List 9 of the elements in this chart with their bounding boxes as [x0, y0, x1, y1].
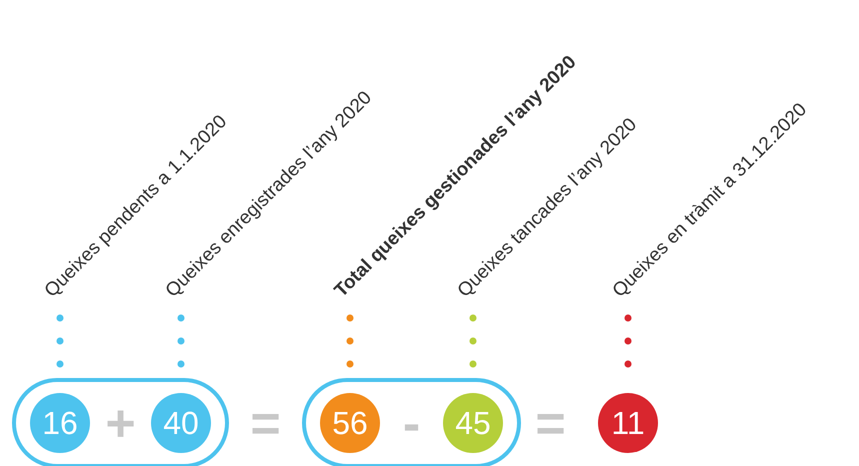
data-label: 45 [455, 405, 491, 442]
text: = [250, 395, 281, 454]
data-label: 56 [332, 405, 368, 442]
data-label: 16 [42, 405, 78, 442]
text: = [535, 395, 566, 454]
text: - [402, 395, 420, 454]
text: + [105, 395, 136, 454]
data-label: 11 [611, 405, 645, 442]
data-label: 40 [163, 405, 199, 442]
